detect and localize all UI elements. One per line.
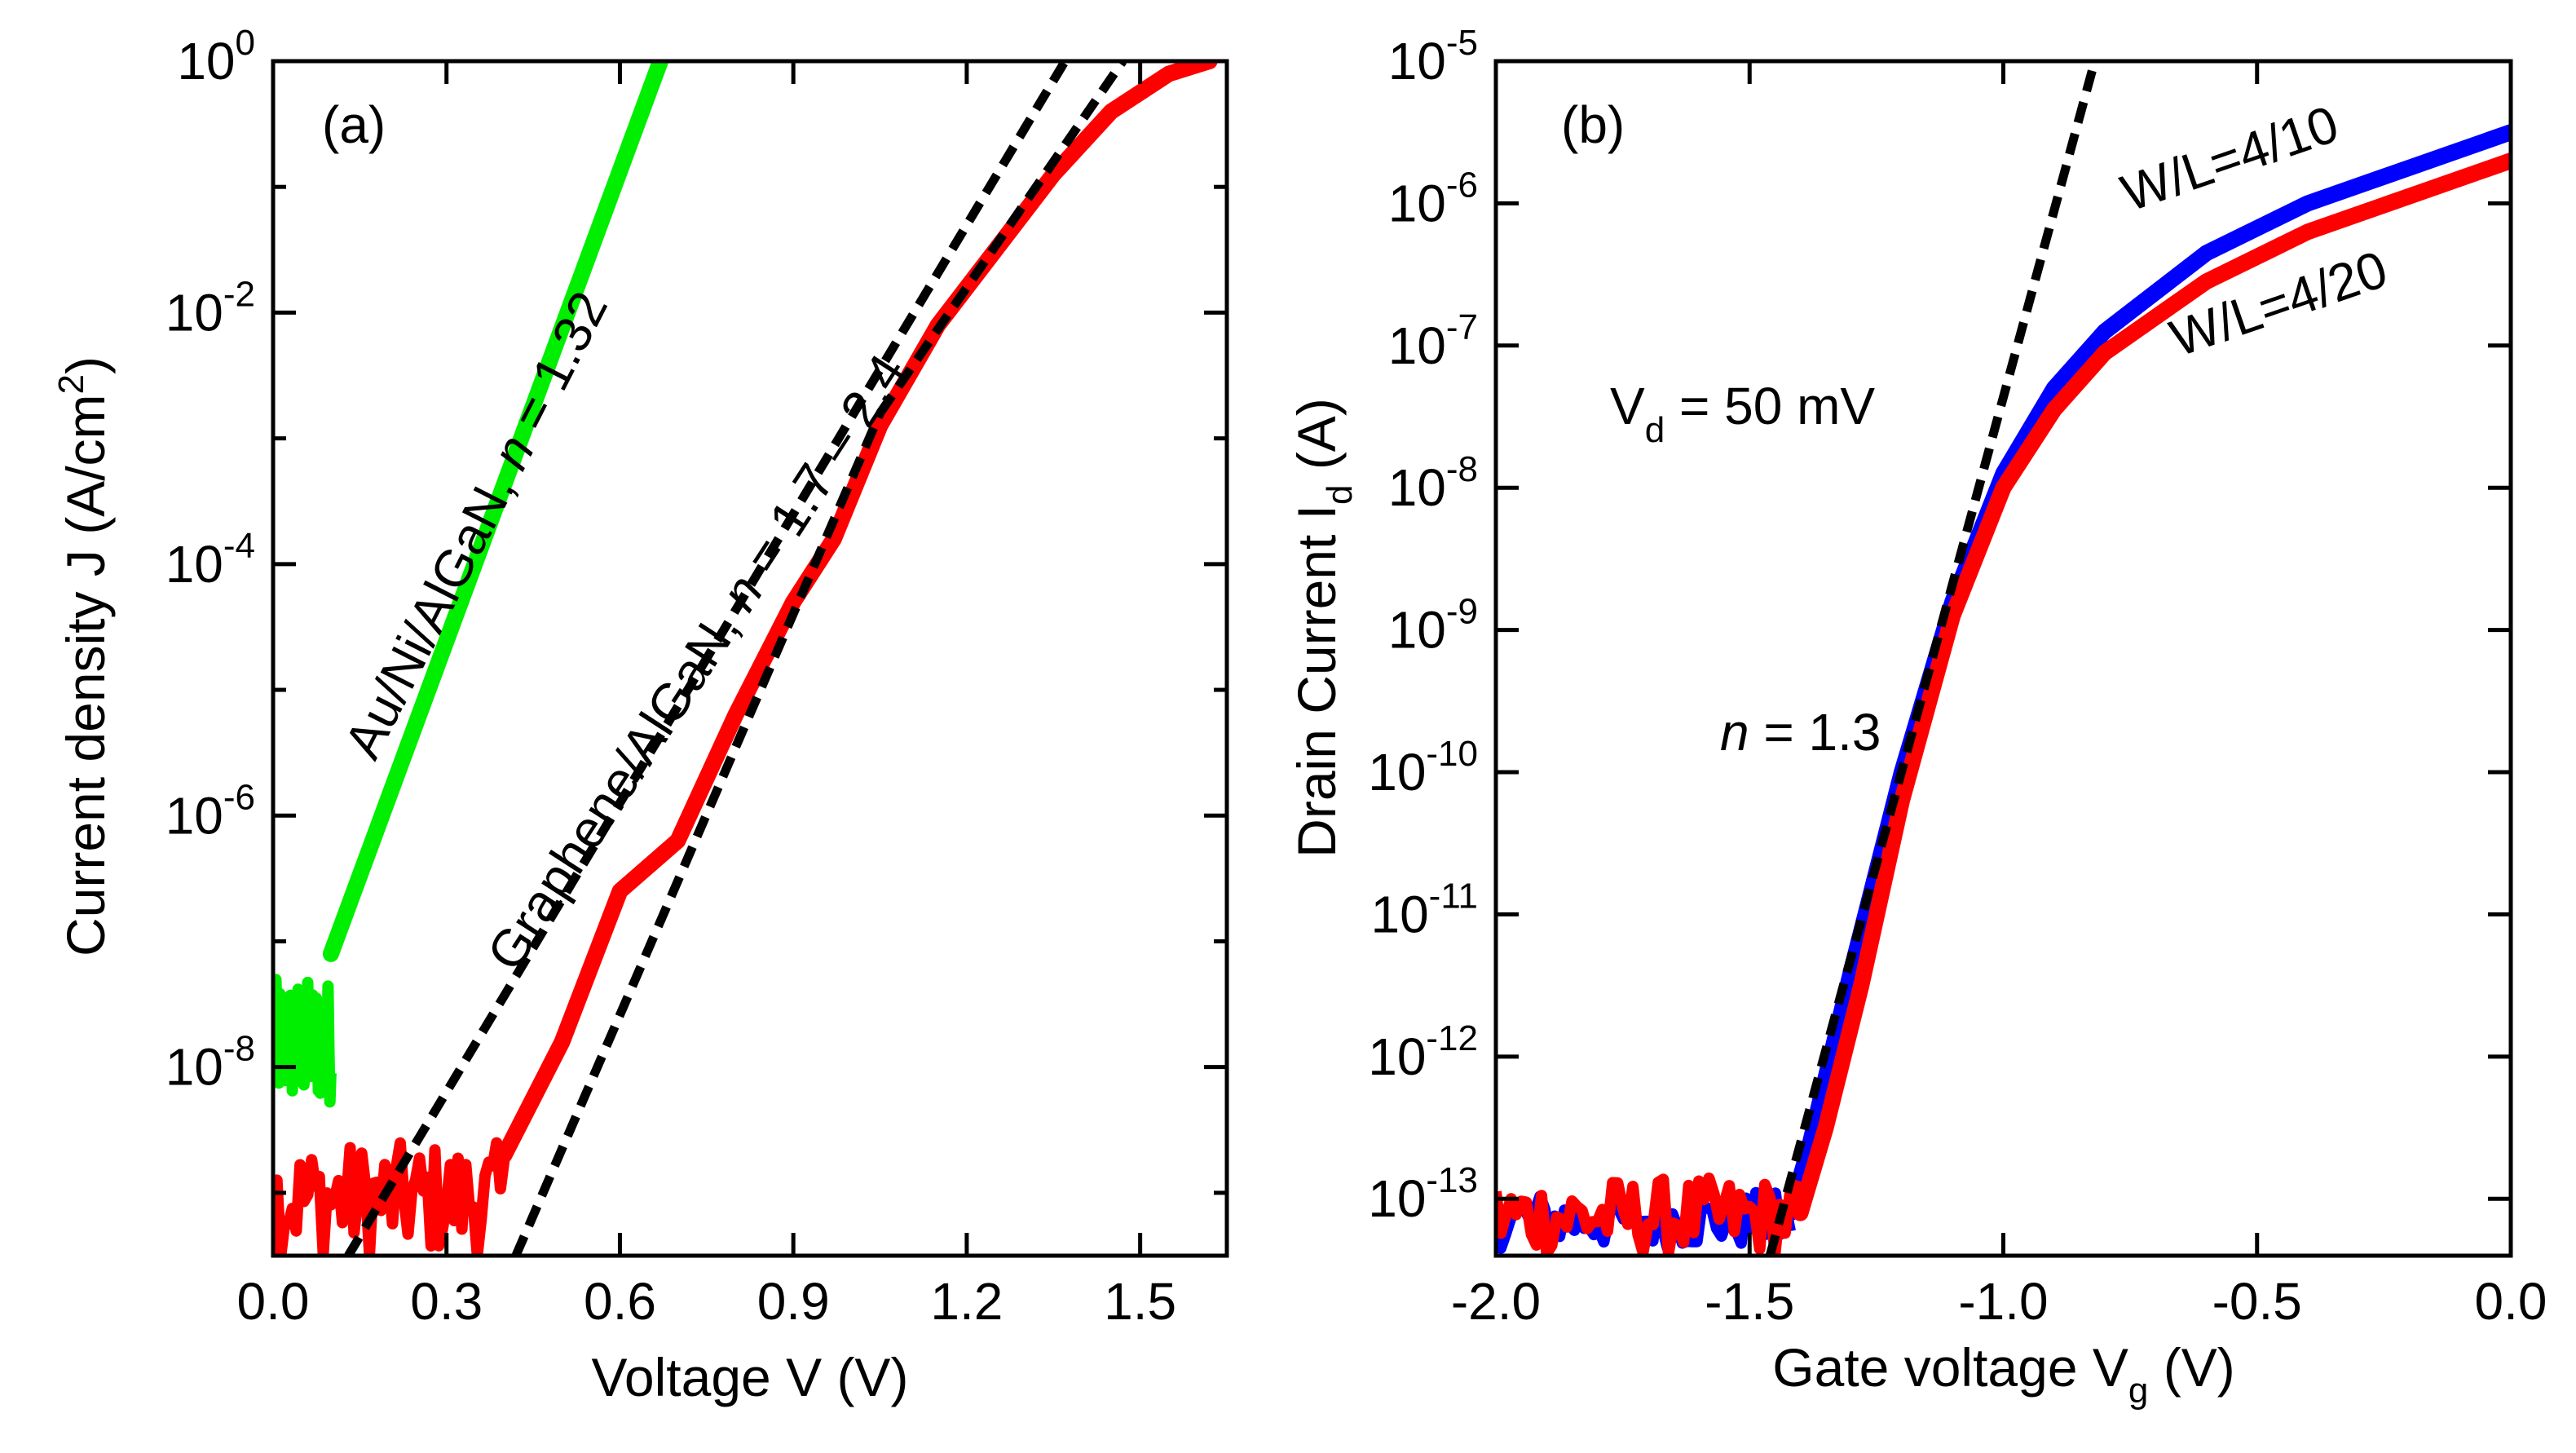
panel-b-w-l-4-20-noise bbox=[1496, 1173, 1806, 1256]
panel-b-y-tick-label: 10-12 bbox=[1368, 1018, 1478, 1086]
panel-b-x-axis-title: Gate voltage Vg (V) bbox=[1772, 1337, 2234, 1411]
panel-a: 0.0 0.3 0.6 0.9 1.2 1.5 100 10-2 10-4 10-6 10-8 (a… bbox=[51, 23, 1229, 1407]
anno-vd-rest: = 50 mV bbox=[1665, 377, 1875, 435]
panel-b-x-title-base: Gate voltage V bbox=[1772, 1337, 2128, 1398]
panel-b-series-w-l-4-20 bbox=[1792, 152, 2511, 1221]
panel-a-series-fit-3 bbox=[876, 61, 1127, 416]
panel-b-label: (b) bbox=[1561, 95, 1625, 154]
panel-a-graphene-algan-noise bbox=[273, 1137, 510, 1256]
panel-a-y-tick-label: 10-8 bbox=[165, 1029, 255, 1097]
panel-b-y-tick-label: 10-9 bbox=[1388, 592, 1478, 660]
panel-b-y-axis-title: Drain Current Id (A) bbox=[1286, 398, 1360, 858]
panel-b-x-title-sub: g bbox=[2128, 1371, 2148, 1411]
panel-b-y-tick-label: 10-10 bbox=[1368, 734, 1478, 802]
panel-b: -2.0 -1.5 -1.0 -0.5 0.0 10-5 10-6 10-7 10-8 10-9 1… bbox=[1286, 23, 2547, 1411]
panel-b-series-w-l-4-10 bbox=[1782, 124, 2511, 1221]
panel-a-x-tick-label: 1.5 bbox=[1104, 1272, 1176, 1331]
panel-a-x-tick-label: 0.0 bbox=[237, 1272, 310, 1331]
panel-b-x-tick-label: -2.0 bbox=[1451, 1272, 1541, 1331]
panel-b-x-tick-label: 0.0 bbox=[2475, 1272, 2547, 1331]
panel-a-series-fit-2 bbox=[511, 411, 884, 1256]
panel-a-x-tick-label: 0.3 bbox=[410, 1272, 483, 1331]
anno-n13-n: n bbox=[1720, 703, 1749, 762]
panel-b-ticks: -2.0 -1.5 -1.0 -0.5 0.0 10-5 10-6 10-7 10-8 10-9 1… bbox=[1368, 23, 2547, 1331]
panel-b-frame bbox=[1493, 59, 2513, 1258]
panel-a-x-tick-label: 0.9 bbox=[757, 1272, 830, 1331]
annotation-au-ni-algan: Au/Ni/AlGaN, n = 1.32 bbox=[333, 282, 619, 767]
panel-b-y-tick-label: 10-5 bbox=[1388, 23, 1478, 91]
panel-a-ticks: 0.0 0.3 0.6 0.9 1.2 1.5 100 10-2 10-4 10-6 10-8 bbox=[165, 23, 1227, 1331]
panel-a-y-tick-label: 100 bbox=[177, 23, 255, 91]
panel-a-y-axis-title: Current density J (A/cm2) bbox=[51, 356, 116, 956]
anno-gr-part1: Graphene/AlGaN, bbox=[475, 589, 758, 981]
panel-b-y-tick-label: 10-8 bbox=[1388, 449, 1478, 517]
panel-b-x-title-tail: (V) bbox=[2148, 1337, 2234, 1398]
panel-b-y-tick-label: 10-13 bbox=[1368, 1160, 1478, 1228]
anno-n13-rest: = 1.3 bbox=[1749, 703, 1881, 762]
panel-a-label: (a) bbox=[322, 95, 386, 154]
panel-b-x-tick-label: -1.0 bbox=[1958, 1272, 2048, 1331]
panel-b-y-tick-label: 10-11 bbox=[1370, 876, 1478, 943]
panel-a-y-tick-label: 10-2 bbox=[165, 274, 255, 342]
panel-a-y-tick-label: 10-4 bbox=[165, 526, 255, 594]
panel-a-x-axis-title: Voltage V (V) bbox=[592, 1347, 909, 1407]
panel-a-series-graphene-algan bbox=[496, 61, 1218, 1164]
panel-a-series-au-ni-algan bbox=[322, 61, 669, 962]
panel-b-y-title-base: Drain Current I bbox=[1286, 505, 1347, 858]
panel-a-y-title-sup: 2 bbox=[51, 374, 91, 394]
anno-au-part1: Au/Ni/AlGaN, bbox=[333, 452, 532, 768]
panel-b-y-tick-label: 10-7 bbox=[1388, 307, 1478, 375]
panel-b-y-title-sub: d bbox=[1320, 485, 1360, 505]
panel-a-au-ni-algan-noise bbox=[273, 974, 337, 1108]
panel-a-plot-area bbox=[273, 61, 1218, 1256]
panel-a-y-title-base: Current density J (A/cm bbox=[55, 394, 116, 956]
panel-a-y-title-tail: ) bbox=[55, 356, 116, 374]
panel-a-frame bbox=[271, 59, 1229, 1258]
panel-b-x-tick-label: -1.5 bbox=[1705, 1272, 1794, 1331]
panel-a-series-fit-1 bbox=[344, 61, 1070, 1256]
annotation-n-1-3: n = 1.3 bbox=[1720, 703, 1881, 762]
panel-b-series-fit-n-1-3 bbox=[1765, 61, 2099, 1256]
panel-b-x-tick-label: -0.5 bbox=[2212, 1272, 2302, 1331]
annotation-vd: Vd = 50 mV bbox=[1610, 377, 1875, 450]
panel-a-x-tick-label: 0.6 bbox=[584, 1272, 656, 1331]
anno-vd-sub: d bbox=[1645, 410, 1665, 450]
panel-b-plot-area bbox=[1496, 61, 2511, 1256]
panel-a-y-tick-label: 10-6 bbox=[165, 777, 255, 845]
anno-vd-v: V bbox=[1610, 377, 1645, 435]
panel-a-x-tick-label: 1.2 bbox=[930, 1272, 1003, 1331]
panel-b-y-title-tail: (A) bbox=[1286, 398, 1347, 484]
anno-au-part3: = 1.32 bbox=[493, 282, 619, 453]
panel-b-y-tick-label: 10-6 bbox=[1388, 165, 1478, 232]
